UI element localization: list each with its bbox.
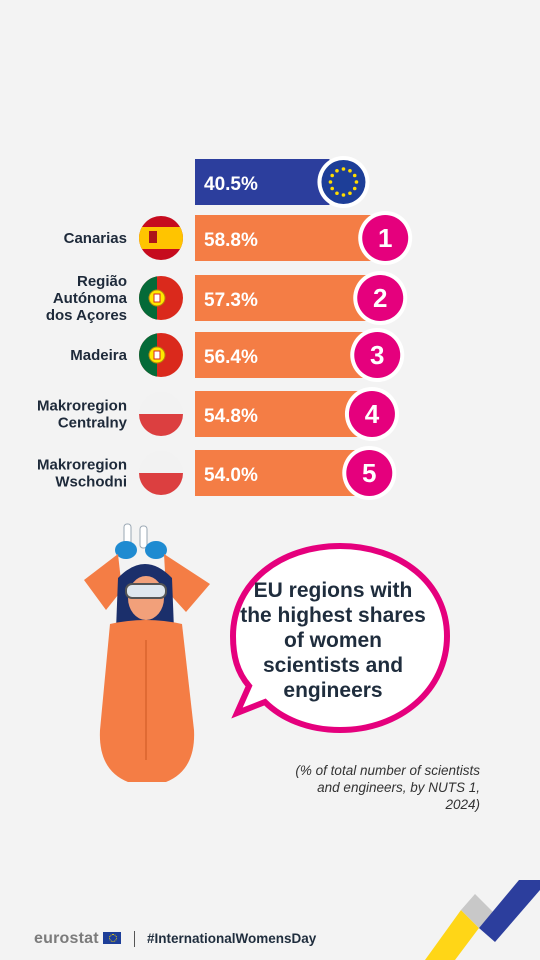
rank-number: 3 [370, 340, 384, 370]
flag-red [139, 473, 183, 495]
eu-flag-icon [321, 160, 366, 204]
woman-scientist-illustration [84, 523, 210, 782]
eu-star [328, 180, 333, 184]
eurostat-logo: eurostat [34, 930, 99, 947]
bar-value-label: 54.0% [204, 465, 258, 486]
chart-title: EU regions with the highest shares of wo… [238, 578, 428, 703]
category-label: Makroregion Wschodni [37, 457, 127, 491]
category-label: Região Autónoma dos Açores [46, 273, 128, 324]
decorative-stripes [425, 880, 540, 960]
category-label-line: Região [77, 273, 127, 290]
eu-bar [195, 159, 330, 205]
eu-star [341, 167, 346, 171]
category-label-line: Autónoma [53, 290, 128, 307]
rank-badge [354, 332, 401, 378]
eu-star [352, 186, 357, 191]
title-line: EU regions with [253, 579, 413, 602]
category-label: Makroregion Centralny [37, 398, 128, 432]
bar-value-label: 54.8% [204, 406, 258, 427]
bar-value-label: 56.4% [204, 347, 258, 368]
eu-star [330, 173, 335, 178]
rank-badge [362, 215, 409, 261]
flag-yellow [139, 227, 183, 249]
chart-note: (% of total number of scientists and eng… [295, 763, 480, 812]
flag-shield [153, 293, 161, 303]
eu-value-label: 40.5% [204, 174, 258, 195]
flag-poland-icon [139, 451, 183, 495]
data-bar [195, 215, 391, 261]
flag-poland-icon [139, 392, 183, 436]
bar-value-label: 57.3% [204, 290, 258, 311]
category-label-line: Canarias [64, 230, 127, 247]
flag-portugal-icon [139, 333, 183, 377]
rank-badge [346, 450, 393, 496]
category-label-line: dos Açores [46, 307, 127, 324]
flag-green [139, 333, 157, 377]
category-label-line: Centralny [58, 415, 128, 432]
eu-star [352, 173, 357, 178]
flag-emblem [149, 231, 157, 243]
flag-green [139, 276, 157, 320]
rank-badge [357, 275, 404, 321]
hashtag: #InternationalWomensDay [147, 931, 317, 946]
title-line: engineers [283, 679, 383, 702]
flag-white [139, 392, 183, 414]
flag-portugal-icon [139, 276, 183, 320]
bar-chart: 40.5% 58.8% 1 Canarias 57.3% 2 Região Autónoma d… [37, 156, 413, 500]
eu-flag-icon [103, 932, 121, 944]
category-label-line: Makroregion [37, 457, 127, 474]
rank-number: 2 [373, 283, 387, 313]
rank-number: 4 [365, 399, 380, 429]
category-label: Canarias [64, 230, 127, 247]
flag-white [139, 451, 183, 473]
category-label-line: Madeira [70, 347, 127, 364]
eu-star [330, 186, 335, 191]
eu-star [354, 180, 359, 184]
title-line: scientists and [262, 654, 404, 677]
rank-number: 5 [362, 458, 376, 488]
bar-value-label: 58.8% [204, 230, 258, 251]
title-line: the highest shares [240, 604, 426, 627]
flag-spain-icon [139, 216, 183, 260]
eu-star [335, 168, 339, 173]
category-label: Madeira [70, 347, 127, 364]
title-line: of women [284, 629, 382, 652]
eu-star [348, 168, 352, 173]
eu-star [348, 191, 352, 196]
flag-red [139, 414, 183, 436]
flag-shield [153, 350, 161, 360]
eu-star [341, 193, 346, 197]
footer-divider [134, 931, 135, 947]
rank-badge [348, 391, 395, 437]
eu-star [335, 191, 339, 196]
rank-number: 1 [378, 223, 392, 253]
category-label-line: Wschodni [55, 474, 127, 491]
speech-bubble [229, 542, 451, 734]
category-label-line: Makroregion [37, 398, 127, 415]
